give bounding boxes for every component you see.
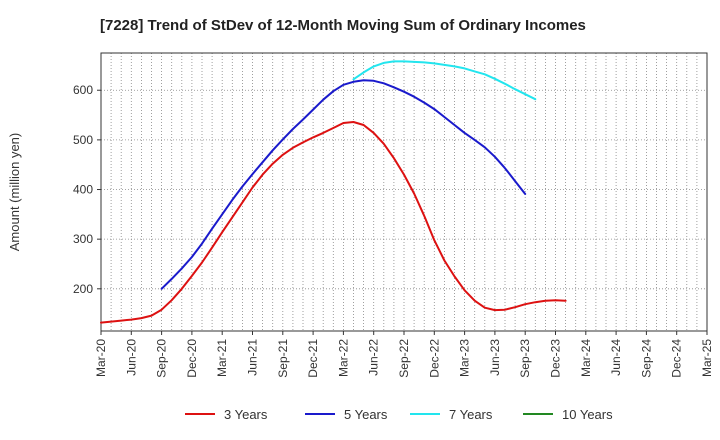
x-tick-label: Mar-22 [336, 339, 350, 377]
x-tick-label: Dec-20 [185, 339, 199, 378]
legend-label-3-years: 3 Years [224, 407, 268, 422]
plot-area: 200 300 400 500 600 Mar-20 Jun-20 Sep-20 Dec-20 M… [73, 52, 714, 378]
x-tick-label: Sep-22 [397, 339, 411, 378]
y-tick-label: 200 [73, 282, 93, 296]
series-line-7-years [352, 60, 537, 101]
series-line-3-years [100, 121, 567, 324]
x-tick-label: Mar-23 [458, 339, 472, 377]
y-tick-label: 600 [73, 83, 93, 97]
x-tick-label: Jun-21 [246, 339, 260, 376]
x-tick-label: Sep-20 [155, 339, 169, 378]
legend-label-7-years: 7 Years [449, 407, 493, 422]
x-tick-label: Mar-24 [579, 339, 593, 377]
x-tick-label: Sep-23 [518, 339, 532, 378]
x-tick-label: Jun-23 [488, 339, 502, 376]
legend: 3 Years 5 Years 7 Years 10 Years [185, 407, 613, 422]
x-tick-label: Mar-20 [94, 339, 108, 377]
y-tick-label: 500 [73, 133, 93, 147]
x-tick-label: Dec-21 [306, 339, 320, 378]
x-tick-label: Jun-20 [124, 339, 138, 376]
x-tick-label: Jun-22 [367, 339, 381, 376]
x-tick-label: Dec-22 [427, 339, 441, 378]
x-tick-label: Mar-21 [215, 339, 229, 377]
x-tick-label: Dec-23 [549, 339, 563, 378]
chart-title: [7228] Trend of StDev of 12-Month Moving… [100, 17, 586, 34]
legend-label-10-years: 10 Years [562, 407, 613, 422]
x-tick-label: Sep-21 [276, 339, 290, 378]
y-tick-label: 400 [73, 183, 93, 197]
y-tick-label: 300 [73, 232, 93, 246]
x-tick-label: Jun-24 [609, 339, 623, 376]
y-axis-label: Amount (million yen) [7, 133, 22, 252]
x-tick-label: Sep-24 [639, 339, 653, 378]
x-tick-label: Mar-25 [700, 339, 714, 377]
legend-label-5-years: 5 Years [344, 407, 388, 422]
x-tick-label: Dec-24 [670, 339, 684, 378]
series-line-5-years [160, 79, 527, 290]
